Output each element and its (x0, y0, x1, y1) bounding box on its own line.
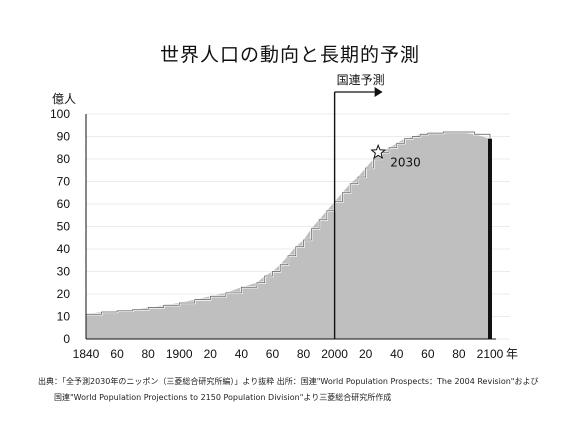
chart-title: 世界人口の動向と長期的予測 (159, 44, 420, 66)
source-line-2: 国連"World Population Projections to 2150 … (54, 393, 392, 402)
x-axis: 1840 60 80 1900 20 40 60 80 2000 20 40 60 80 2100 年 (73, 338, 518, 361)
y-axis: 0 10 20 30 40 50 60 70 80 90 100 (50, 107, 87, 346)
x-tick-label: 80 (297, 347, 311, 361)
x-tick-label: 60 (110, 347, 124, 361)
x-tick-label: 80 (141, 347, 155, 361)
y-tick-label: 0 (63, 332, 70, 346)
source-line-1: 出典：「全予測2030年のニッポン（三菱総合研究所編）」より抜粋 出所：国連"W… (38, 377, 539, 386)
y-tick-label: 40 (57, 242, 71, 256)
y-tick-label: 90 (57, 130, 71, 144)
y-tick-label: 80 (57, 152, 71, 166)
x-tick-label: 2100 (477, 347, 504, 361)
x-tick-label: 2000 (321, 347, 348, 361)
x-tick-label: 1840 (73, 347, 100, 361)
x-tick-label: 20 (359, 347, 373, 361)
y-tick-label: 60 (57, 197, 71, 211)
population-area-fill (86, 132, 490, 339)
x-tick-label: 60 (421, 347, 435, 361)
projection-arrow-head (374, 87, 383, 97)
y-axis-label: 億人 (52, 92, 76, 106)
population-area (86, 130, 492, 339)
x-tick-label: 80 (452, 347, 466, 361)
population-step-outline (86, 131, 491, 315)
marker-2030-star (370, 143, 387, 160)
y-tick-label: 100 (50, 107, 70, 121)
x-unit-label: 年 (506, 347, 518, 361)
y-tick-label: 30 (57, 265, 71, 279)
x-tick-label: 40 (390, 347, 404, 361)
x-tick-label: 40 (235, 347, 249, 361)
source-note: 出典：「全予測2030年のニッポン（三菱総合研究所編）」より抜粋 出所：国連"W… (38, 374, 568, 406)
y-tick-label: 20 (57, 287, 71, 301)
y-tick-label: 10 (57, 310, 71, 324)
x-tick-label: 1900 (166, 347, 193, 361)
y-tick-label: 70 (57, 175, 71, 189)
x-tick-label: 20 (204, 347, 218, 361)
marker-2030-label: 2030 (390, 155, 421, 169)
y-tick-label: 50 (57, 220, 71, 234)
annotations: 国連予測 2030 (333, 73, 421, 339)
x-tick-label: 60 (266, 347, 280, 361)
projection-label: 国連予測 (337, 73, 385, 87)
